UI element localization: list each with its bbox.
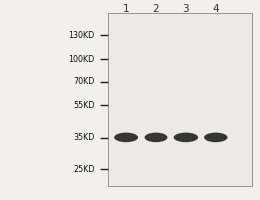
Ellipse shape (204, 133, 228, 142)
Text: 35KD: 35KD (74, 134, 95, 142)
Text: 70KD: 70KD (74, 77, 95, 86)
Text: 55KD: 55KD (73, 100, 95, 110)
Ellipse shape (114, 133, 138, 142)
Text: 3: 3 (183, 4, 189, 14)
Text: 1: 1 (123, 4, 129, 14)
Ellipse shape (174, 133, 198, 142)
Text: 130KD: 130KD (69, 30, 95, 40)
Text: 100KD: 100KD (69, 54, 95, 64)
Bar (108, 13, 252, 186)
Text: 25KD: 25KD (73, 164, 95, 173)
Ellipse shape (145, 133, 167, 142)
Text: 4: 4 (212, 4, 219, 14)
Text: 2: 2 (153, 4, 159, 14)
